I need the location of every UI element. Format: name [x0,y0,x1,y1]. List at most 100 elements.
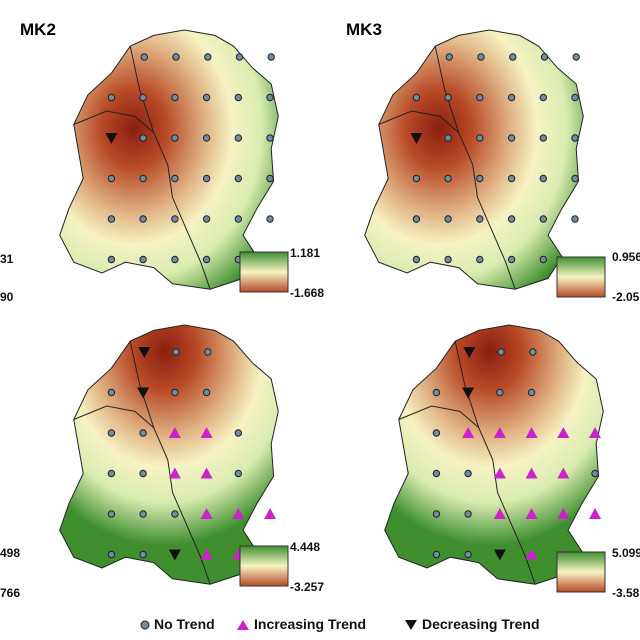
no-trend-marker [507,174,516,183]
no-trend-marker [266,93,274,102]
no-trend-marker [476,174,484,183]
basin-shape [384,324,604,585]
no-trend-marker [107,550,116,559]
no-trend-marker [234,469,243,478]
no-trend-marker [464,510,472,518]
no-trend-marker [139,255,147,264]
no-trend-marker [234,215,243,223]
no-trend-marker [527,388,536,397]
no-trend-marker [497,348,505,356]
no-trend-marker [572,53,580,61]
decreasing-trend-marker [138,347,151,358]
no-trend-marker [412,174,421,183]
no-trend-marker [444,215,452,223]
increasing-trend-marker [232,508,245,519]
no-trend-marker [171,388,179,397]
no-trend-marker [107,93,116,102]
no-trend-marker [140,53,149,61]
no-trend-marker [139,550,147,559]
color-scale-bar [556,256,606,298]
decreasing-trend-marker [493,549,506,561]
no-trend-marker [464,469,472,478]
map-panel [59,324,289,587]
no-trend-marker [171,174,179,183]
no-trend-marker [139,429,147,437]
increasing-trend-marker [200,548,213,560]
no-trend-marker [539,93,547,102]
no-trend-marker [204,53,212,61]
no-trend-marker [202,255,211,264]
no-trend-marker [202,174,211,183]
sub-basin-boundary [73,110,155,133]
increasing-trend-marker [493,508,506,519]
color-scale-bar [239,251,289,293]
no-trend-marker [234,429,243,437]
no-trend-marker [202,134,211,142]
no-trend-marker [107,510,116,518]
no-trend-marker [266,215,274,223]
sub-basin-boundary [398,405,480,428]
legend-high-value: 5.099 [612,546,640,560]
no-trend-marker [412,215,421,223]
no-trend-marker [507,255,516,264]
no-trend-marker [266,174,274,183]
no-trend-marker [539,215,547,223]
color-scale-bar [556,551,606,593]
increasing-trend-marker [525,508,538,519]
no-trend-marker [171,134,179,142]
increasing-trend-marker [200,508,213,519]
no-trend-marker [172,53,180,61]
legend-low-value: -1.668 [290,286,325,300]
no-trend-marker [266,134,274,142]
no-trend-marker [107,215,116,223]
no-trend-marker [432,550,441,559]
decreasing-trend-marker [463,347,476,358]
panel-title-mk3: MK3 [346,20,382,39]
legend-increasing-label: Increasing Trend [254,616,367,632]
no-trend-marker [172,348,180,356]
no-trend-marker [571,134,579,142]
increasing-trend-marker [264,508,277,519]
no-trend-marker [444,255,452,264]
increasing-trend-marker [525,467,538,479]
increasing-trend-marker [589,427,602,438]
legend-high-value: 0.956 [612,250,640,264]
no-trend-marker [539,255,547,264]
cut-label: 31 [0,252,14,266]
no-trend-marker [202,93,211,102]
no-trend-marker [444,93,452,102]
map-panel [364,29,606,298]
no-trend-marker [540,53,549,61]
increasing-triangle-icon [237,620,249,631]
no-trend-marker [202,388,211,397]
legend-low-value: -2.051 [612,290,640,304]
no-trend-dot-icon [140,620,150,630]
no-trend-marker [529,348,537,356]
no-trend-marker [539,174,547,183]
no-trend-marker [171,255,179,264]
map-panel [59,29,289,293]
no-trend-marker [432,469,441,478]
increasing-trend-marker [557,427,570,438]
legend-no-trend-label: No Trend [154,616,215,632]
cut-label: 498 [0,546,21,560]
no-trend-marker [412,93,421,102]
no-trend-marker [234,134,243,142]
increasing-trend-marker [200,427,213,438]
decreasing-trend-marker [410,133,423,144]
increasing-trend-marker [493,427,506,438]
increasing-trend-marker [493,467,506,479]
no-trend-marker [107,174,116,183]
no-trend-marker [507,134,516,142]
no-trend-marker [539,134,547,142]
no-trend-marker [171,215,179,223]
no-trend-marker [507,215,516,223]
decreasing-triangle-icon [405,620,417,631]
no-trend-marker [139,174,147,183]
legend-low-value: -3.257 [290,580,325,594]
no-trend-marker [509,53,517,61]
panel-title-mk2: MK2 [20,20,56,39]
sub-basin-boundary [73,405,155,428]
no-trend-marker [202,215,211,223]
